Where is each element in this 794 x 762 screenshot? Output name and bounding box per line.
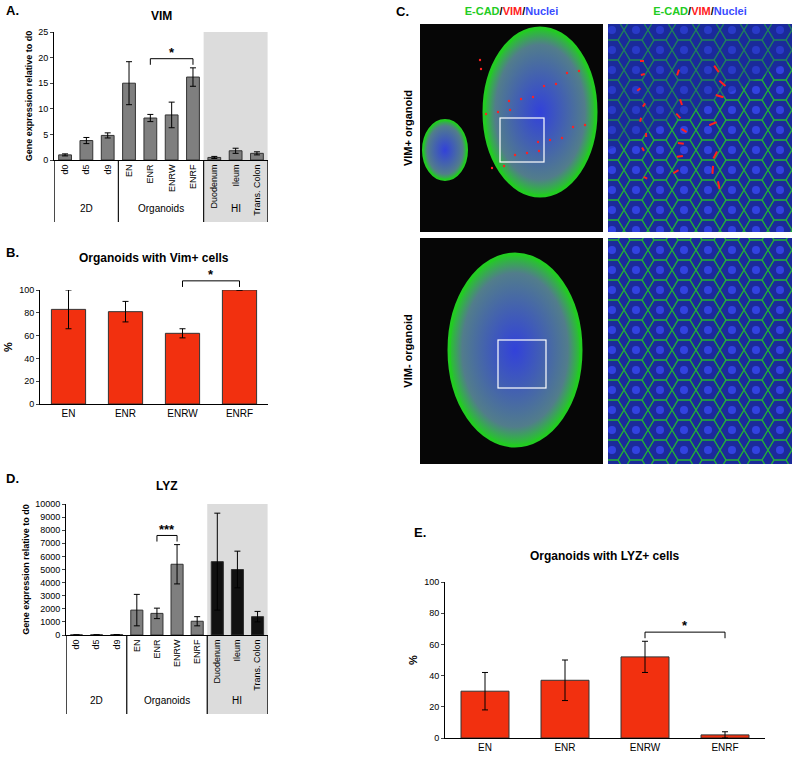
svg-text:100: 100	[19, 285, 34, 295]
svg-text:2D: 2D	[80, 203, 93, 214]
svg-text:Organoids: Organoids	[144, 695, 190, 706]
svg-text:*: *	[169, 45, 175, 60]
svg-text:Trans. Colon: Trans. Colon	[252, 165, 262, 216]
svg-text:10000: 10000	[35, 499, 60, 509]
svg-text:ENRW: ENRW	[630, 742, 661, 753]
svg-text:ENR: ENR	[152, 639, 162, 659]
svg-text:%: %	[2, 342, 14, 352]
svg-text:0: 0	[434, 733, 439, 743]
svg-text:E-CAD/VIM/Nuclei: E-CAD/VIM/Nuclei	[653, 5, 747, 17]
svg-text:Trans. Colon: Trans. Colon	[252, 640, 262, 691]
svg-text:20: 20	[24, 376, 34, 386]
svg-text:60: 60	[24, 331, 34, 341]
svg-text:Gene expression relative to d0: Gene expression relative to d0	[21, 504, 31, 635]
svg-text:***: ***	[159, 522, 175, 537]
svg-text:20: 20	[38, 53, 48, 63]
svg-text:VIM: VIM	[151, 9, 172, 23]
svg-text:E-CAD/VIM/Nuclei: E-CAD/VIM/Nuclei	[465, 5, 559, 17]
svg-text:ENRF: ENRF	[226, 408, 253, 419]
svg-text:Organoids with LYZ+ cells: Organoids with LYZ+ cells	[530, 549, 680, 563]
svg-text:VIM+ organoid: VIM+ organoid	[402, 90, 414, 166]
svg-text:%: %	[407, 655, 419, 665]
svg-text:D.: D.	[6, 471, 19, 486]
svg-text:ENRW: ENRW	[167, 164, 177, 192]
svg-text:10: 10	[38, 104, 48, 114]
svg-text:ENR: ENR	[145, 164, 155, 184]
svg-text:7000: 7000	[40, 538, 60, 548]
svg-text:8000: 8000	[40, 525, 60, 535]
svg-text:ENRW: ENRW	[172, 639, 182, 667]
svg-text:EN: EN	[62, 408, 76, 419]
svg-text:ENR: ENR	[554, 742, 575, 753]
svg-text:Organoids with Vim+ cells: Organoids with Vim+ cells	[79, 251, 229, 265]
svg-text:ENRF: ENRF	[188, 164, 198, 189]
svg-text:Organoids: Organoids	[138, 203, 184, 214]
svg-text:2000: 2000	[40, 604, 60, 614]
svg-text:E.: E.	[414, 525, 426, 540]
svg-text:Ileum: Ileum	[231, 165, 241, 187]
svg-text:Duodenum: Duodenum	[212, 640, 222, 684]
svg-text:5: 5	[43, 130, 48, 140]
svg-text:20: 20	[429, 702, 439, 712]
svg-text:ENRW: ENRW	[167, 408, 198, 419]
svg-text:A.: A.	[6, 3, 19, 18]
svg-text:d5: d5	[92, 640, 102, 650]
svg-text:EN: EN	[478, 742, 492, 753]
svg-text:80: 80	[24, 308, 34, 318]
svg-text:15: 15	[38, 78, 48, 88]
svg-text:ENRF: ENRF	[192, 639, 202, 664]
svg-text:80: 80	[429, 608, 439, 618]
svg-text:VIM- organoid: VIM- organoid	[402, 314, 414, 387]
svg-text:4000: 4000	[40, 578, 60, 588]
svg-text:HI: HI	[231, 203, 241, 214]
svg-text:40: 40	[24, 354, 34, 364]
svg-text:ENRF: ENRF	[711, 742, 738, 753]
svg-text:0: 0	[43, 155, 48, 165]
svg-text:1000: 1000	[40, 617, 60, 627]
svg-text:40: 40	[429, 671, 439, 681]
svg-text:0: 0	[55, 630, 60, 640]
svg-text:60: 60	[429, 640, 439, 650]
svg-text:100: 100	[424, 577, 439, 587]
svg-text:d9: d9	[112, 640, 122, 650]
svg-text:Ileum: Ileum	[232, 640, 242, 662]
svg-text:*: *	[208, 267, 214, 282]
svg-text:d9: d9	[103, 165, 113, 175]
svg-text:LYZ: LYZ	[156, 479, 178, 493]
svg-text:9000: 9000	[40, 512, 60, 522]
svg-text:HI: HI	[232, 695, 242, 706]
svg-text:EN: EN	[132, 640, 142, 653]
svg-text:3000: 3000	[40, 591, 60, 601]
svg-text:B.: B.	[6, 245, 19, 260]
svg-text:25: 25	[38, 27, 48, 37]
svg-text:2D: 2D	[90, 695, 103, 706]
svg-text:0: 0	[29, 399, 34, 409]
svg-text:d0: d0	[60, 165, 70, 175]
svg-text:Duodenum: Duodenum	[209, 165, 219, 209]
svg-text:d0: d0	[71, 640, 81, 650]
svg-text:5000: 5000	[40, 565, 60, 575]
svg-text:ENR: ENR	[115, 408, 136, 419]
svg-text:6000: 6000	[40, 552, 60, 562]
svg-text:*: *	[682, 618, 688, 633]
svg-text:C.: C.	[396, 4, 409, 19]
svg-text:d5: d5	[81, 165, 91, 175]
svg-text:Gene expression relative to d0: Gene expression relative to d0	[24, 31, 34, 162]
svg-text:EN: EN	[124, 165, 134, 178]
